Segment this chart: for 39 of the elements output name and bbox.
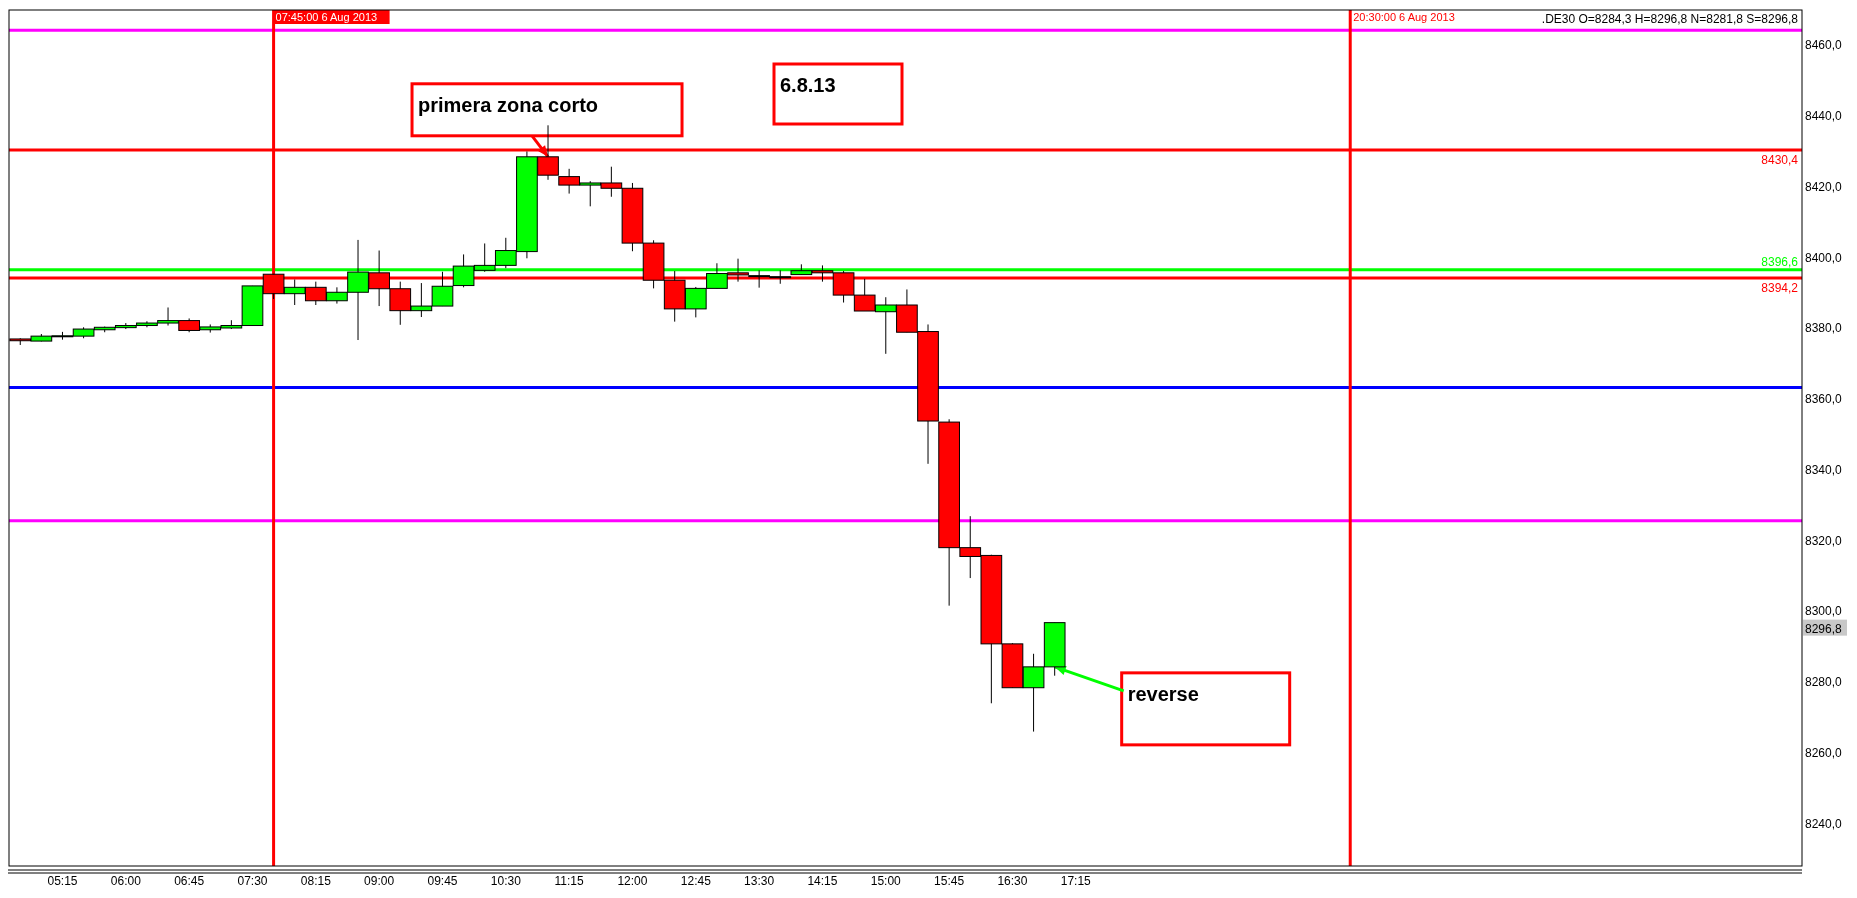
y-tick-label: 8260,0 xyxy=(1805,745,1843,760)
x-tick-label: 15:00 xyxy=(870,874,902,888)
y-tick-label: 8280,0 xyxy=(1805,675,1843,690)
ref-line-label: 07:45:00 6 Aug 2013 xyxy=(275,11,378,23)
x-tick-label: 08:15 xyxy=(300,874,332,888)
text: 8296,8 xyxy=(1805,621,1843,636)
x-tick-label: 11:15 xyxy=(554,874,585,888)
y-tick-label: 8460,0 xyxy=(1805,38,1843,53)
x-tick-label: 07:30 xyxy=(237,874,268,888)
annotation: primera zona corto xyxy=(418,93,599,116)
x-tick-label: 10:30 xyxy=(490,874,522,888)
x-tick-label: 12:00 xyxy=(617,874,648,888)
ref-line-label: 20:30:00 6 Aug 2013 xyxy=(1353,11,1455,23)
x-tick-label: 13:30 xyxy=(744,874,775,888)
y-tick-label: 8400,0 xyxy=(1805,250,1843,265)
y-tick-label: 8360,0 xyxy=(1805,392,1843,407)
y-tick-label: 8300,0 xyxy=(1805,604,1843,619)
x-tick-label: 12:45 xyxy=(680,874,712,888)
y-tick-label: 8340,0 xyxy=(1805,462,1843,477)
x-tick-label: 17:15 xyxy=(1060,874,1092,888)
annotation: 6.8.13 xyxy=(780,74,836,96)
x-tick-label: 09:45 xyxy=(427,874,458,888)
ref-line-label: 8396,6 xyxy=(1761,254,1799,269)
x-tick-label: 06:00 xyxy=(110,874,142,888)
y-tick-label: 8380,0 xyxy=(1805,321,1843,336)
x-tick-label: 09:00 xyxy=(364,874,395,888)
y-tick-label: 8420,0 xyxy=(1805,179,1843,194)
ref-line-label: 8430,4 xyxy=(1761,153,1799,168)
x-tick-label: 16:30 xyxy=(997,874,1028,888)
x-tick-label: 06:45 xyxy=(174,874,205,888)
annotation: reverse xyxy=(1127,682,1199,705)
x-tick-label: 15:45 xyxy=(934,874,965,888)
y-tick-label: 8440,0 xyxy=(1805,109,1843,124)
y-tick-label: 8320,0 xyxy=(1805,533,1843,548)
annotation: .DE30 O=8284,3 H=8296,8 N=8281,8 S=8296,8 xyxy=(1541,12,1799,26)
ref-line-label: 8394,2 xyxy=(1761,281,1799,296)
x-tick-label: 05:15 xyxy=(47,874,78,888)
y-tick-label: 8240,0 xyxy=(1805,816,1843,831)
x-tick-label: 14:15 xyxy=(807,874,838,888)
